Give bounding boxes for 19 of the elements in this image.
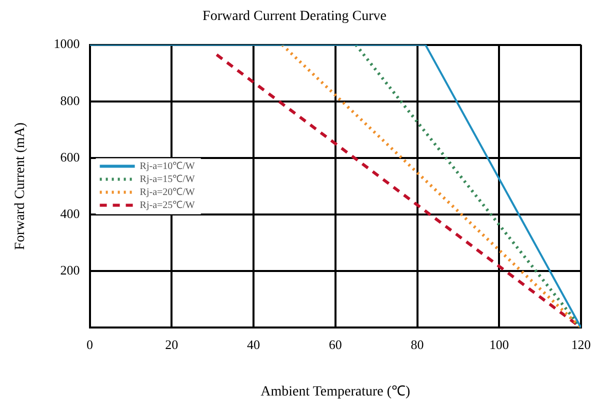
x-tick-label: 100 [489,336,509,352]
x-tick-label: 60 [328,336,342,352]
x-tick-label: 80 [410,336,424,352]
y-tick-label: 400 [60,206,80,221]
legend-label: Rj-a=20℃/W [140,186,196,198]
x-tick-label: 40 [247,336,260,352]
x-tick-label: 0 [86,336,94,352]
x-axis-title: Ambient Temperature (℃) [260,384,411,400]
y-tick-label: 200 [60,262,80,278]
chart-title: Forward Current Derating Curve [202,9,386,24]
legend-label: Rj-a=15℃/W [140,174,196,185]
y-axis-title: Forward Current (mA) [13,122,28,250]
y-tick-label: 800 [60,92,80,108]
y-tick-label: 1000 [54,36,80,52]
x-tick-label: 120 [571,336,591,352]
legend-label: Rj-a=25℃/W [140,200,196,211]
y-tick-label: 600 [60,149,80,164]
x-tick-label: 20 [165,336,178,352]
legend-label: Rj-a=10℃/W [140,160,196,172]
